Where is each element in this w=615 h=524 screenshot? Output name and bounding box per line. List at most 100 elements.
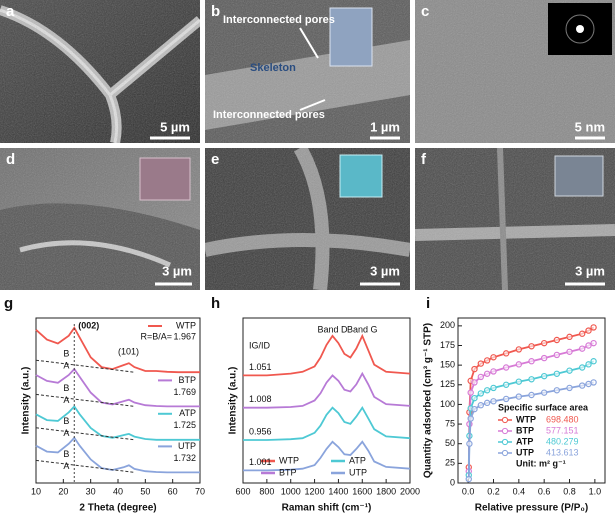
micrograph-e bbox=[205, 148, 410, 290]
data-point bbox=[477, 390, 485, 397]
micrograph-c bbox=[415, 0, 615, 143]
legend-label: ATP bbox=[179, 408, 196, 418]
y-axis-title: Intensity (a.u.) bbox=[21, 367, 32, 435]
baseline-label: B bbox=[63, 416, 69, 426]
data-point bbox=[528, 358, 535, 365]
data-point bbox=[540, 372, 548, 380]
ratio-value: 1.769 bbox=[173, 387, 196, 397]
series-line bbox=[243, 405, 411, 441]
y-axis-title: Quantity adsorbed (cm³ g⁻¹ STP) bbox=[423, 323, 434, 478]
data-point bbox=[566, 384, 573, 392]
micrograph-f bbox=[415, 148, 615, 290]
x-tick-label: 10 bbox=[31, 486, 41, 496]
legend-value: 698.480 bbox=[546, 414, 579, 424]
data-point bbox=[590, 358, 597, 365]
series-line bbox=[467, 326, 595, 468]
data-point bbox=[553, 351, 561, 359]
x-tick-label: 30 bbox=[86, 486, 96, 496]
data-point bbox=[490, 354, 497, 361]
data-point bbox=[471, 394, 478, 402]
data-point bbox=[590, 339, 597, 347]
y-tick-label: 125 bbox=[440, 379, 455, 389]
micrograph-d bbox=[0, 148, 200, 290]
data-point bbox=[566, 367, 573, 374]
legend-marker bbox=[501, 449, 509, 457]
data-point bbox=[540, 389, 548, 396]
series-line bbox=[467, 381, 594, 480]
data-point bbox=[578, 382, 586, 389]
baseline-label: A bbox=[63, 395, 69, 405]
panel-letter: h bbox=[211, 295, 220, 312]
legend-unit: Unit: m² g⁻¹ bbox=[516, 458, 566, 468]
x-tick-label: 40 bbox=[113, 486, 123, 496]
x-tick-label: 60 bbox=[168, 486, 178, 496]
data-point bbox=[502, 381, 510, 388]
data-point bbox=[590, 324, 597, 331]
series-line bbox=[35, 326, 200, 374]
annotation: Interconnected pores bbox=[223, 14, 335, 26]
baseline bbox=[35, 359, 135, 373]
legend-marker bbox=[501, 438, 509, 446]
data-point bbox=[477, 402, 485, 409]
x-tick-label: 0.4 bbox=[513, 486, 526, 496]
y-tick-label: 75 bbox=[445, 418, 455, 428]
baseline bbox=[35, 427, 135, 441]
ratio-value: 1.051 bbox=[249, 362, 272, 372]
scale-bar-label: 3 µm bbox=[370, 263, 400, 278]
scale-bar-label: 1 µm bbox=[370, 119, 400, 134]
legend-label: ATP bbox=[349, 455, 366, 465]
data-point bbox=[566, 348, 573, 355]
arrow bbox=[299, 27, 326, 111]
x-tick-label: 70 bbox=[195, 486, 205, 496]
legend-label: BTP bbox=[279, 467, 297, 477]
scale-bar-label: 5 µm bbox=[160, 119, 190, 134]
data-point bbox=[490, 398, 497, 405]
micrograph-a bbox=[0, 0, 200, 143]
series-line bbox=[467, 342, 594, 472]
baseline-label: A bbox=[63, 461, 69, 471]
data-point bbox=[528, 343, 535, 350]
data-point bbox=[585, 380, 592, 388]
peak-label: (002) bbox=[78, 320, 99, 330]
y-axis-title: Intensity (a.u.) bbox=[228, 367, 239, 435]
x-tick-label: 50 bbox=[140, 486, 150, 496]
x-tick-label: 1600 bbox=[352, 486, 372, 496]
x-axis-title: Raman shift (cm⁻¹) bbox=[282, 503, 372, 514]
x-tick-label: 1800 bbox=[376, 486, 396, 496]
data-point bbox=[465, 475, 472, 483]
data-point bbox=[467, 415, 474, 422]
legend-value: 480.279 bbox=[546, 436, 579, 446]
legend-label: WTP bbox=[176, 320, 196, 330]
legend-label: BTP bbox=[516, 425, 534, 435]
data-point bbox=[502, 364, 510, 371]
ratio-value: 1.725 bbox=[173, 420, 196, 430]
ratio-value: 0.956 bbox=[249, 426, 272, 436]
x-tick-label: 0.6 bbox=[538, 486, 551, 496]
scale-bar-label: 3 µm bbox=[575, 263, 605, 278]
legend-label: UTP bbox=[178, 441, 196, 451]
data-point bbox=[467, 389, 474, 396]
ratio-value: 1.967 bbox=[173, 331, 196, 341]
panel-letter: i bbox=[426, 295, 430, 312]
legend-label: UTP bbox=[349, 467, 367, 477]
data-point bbox=[553, 370, 561, 377]
baseline-label: B bbox=[63, 349, 69, 359]
x-tick-label: 600 bbox=[235, 486, 250, 496]
peak-label: Band D bbox=[317, 324, 348, 334]
data-point bbox=[585, 327, 592, 334]
x-tick-label: 1200 bbox=[305, 486, 325, 496]
data-point bbox=[477, 360, 485, 367]
data-point bbox=[502, 395, 510, 403]
y-tick-label: 200 bbox=[440, 320, 455, 330]
ratio-value: 1.732 bbox=[173, 453, 196, 463]
series-line bbox=[243, 440, 411, 472]
data-point bbox=[471, 405, 478, 413]
panel-letter: c bbox=[421, 3, 429, 20]
data-point bbox=[515, 361, 523, 368]
data-point bbox=[502, 350, 510, 357]
x-axis-title: 2 Theta (degree) bbox=[79, 503, 156, 514]
y-tick-label: 100 bbox=[440, 399, 455, 409]
peak-label: (101) bbox=[118, 346, 139, 356]
panel-letter: g bbox=[4, 295, 13, 312]
